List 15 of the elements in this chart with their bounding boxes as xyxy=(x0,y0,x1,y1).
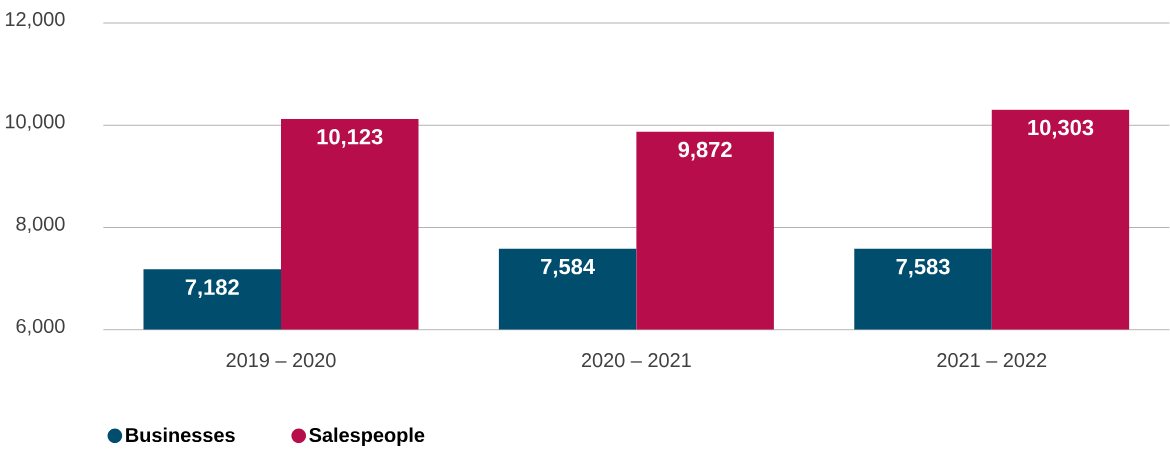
data-label: 7,583 xyxy=(896,258,950,278)
y-tick-label: 6,000 xyxy=(16,318,65,336)
y-tick-label: 10,000 xyxy=(5,114,65,131)
legend-label: Salespeople xyxy=(309,427,425,446)
legend-label: Businesses xyxy=(126,427,235,442)
data-label: 10,123 xyxy=(317,128,383,148)
y-tick-label: 8,000 xyxy=(16,216,65,233)
x-tick-label: 2021 – 2022 xyxy=(937,352,1047,368)
x-tick-label: 2019 – 2020 xyxy=(226,352,336,368)
data-label: 9,872 xyxy=(678,141,732,161)
x-tick-label: 2020 – 2021 xyxy=(581,352,691,368)
data-label: 10,303 xyxy=(1028,119,1094,139)
y-tick-label: 12,000 xyxy=(5,11,65,29)
data-label: 7,182 xyxy=(185,279,239,298)
data-label: 7,584 xyxy=(541,258,595,278)
